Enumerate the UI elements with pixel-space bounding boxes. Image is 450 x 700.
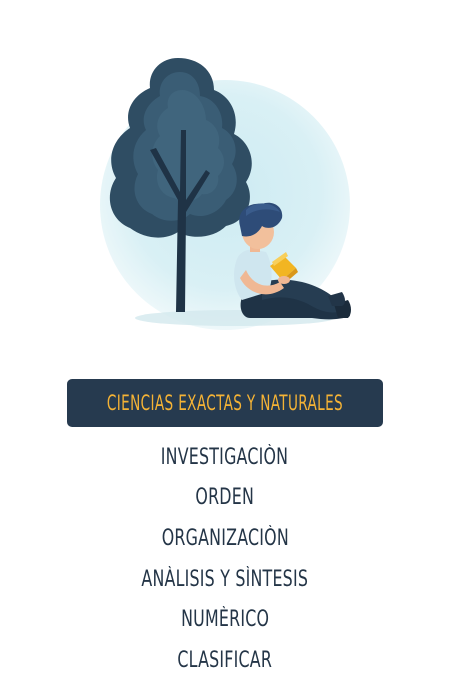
category-title: CIENCIAS EXACTAS Y NATURALES: [106, 391, 344, 415]
list-item: CLASIFICAR: [0, 640, 450, 681]
category-banner: CIENCIAS EXACTAS Y NATURALES: [67, 379, 383, 427]
book-icon: [270, 252, 298, 284]
list-item: INVESTIGACIÒN: [0, 437, 450, 478]
trait-numerico: NUMÈRICO: [180, 607, 270, 633]
list-item: ANÀLISIS Y SÌNTESIS: [0, 559, 450, 600]
trait-clasificar: CLASIFICAR: [177, 647, 273, 673]
list-item: NUMÈRICO: [0, 599, 450, 640]
list-item: ORDEN: [0, 478, 450, 519]
reading-under-tree-illustration: [100, 58, 351, 330]
trait-investigacion: INVESTIGACIÒN: [161, 444, 289, 470]
person-reading-icon: [234, 202, 351, 320]
trait-organizacion: ORGANIZACIÒN: [161, 525, 289, 551]
traits-list: INVESTIGACIÒN ORDEN ORGANIZACIÒN ANÀLISI…: [0, 437, 450, 681]
tree-icon: [109, 58, 252, 312]
trait-analisis-sintesis: ANÀLISIS Y SÌNTESIS: [141, 566, 309, 592]
trait-orden: ORDEN: [195, 485, 255, 511]
list-item: ORGANIZACIÒN: [0, 518, 450, 559]
